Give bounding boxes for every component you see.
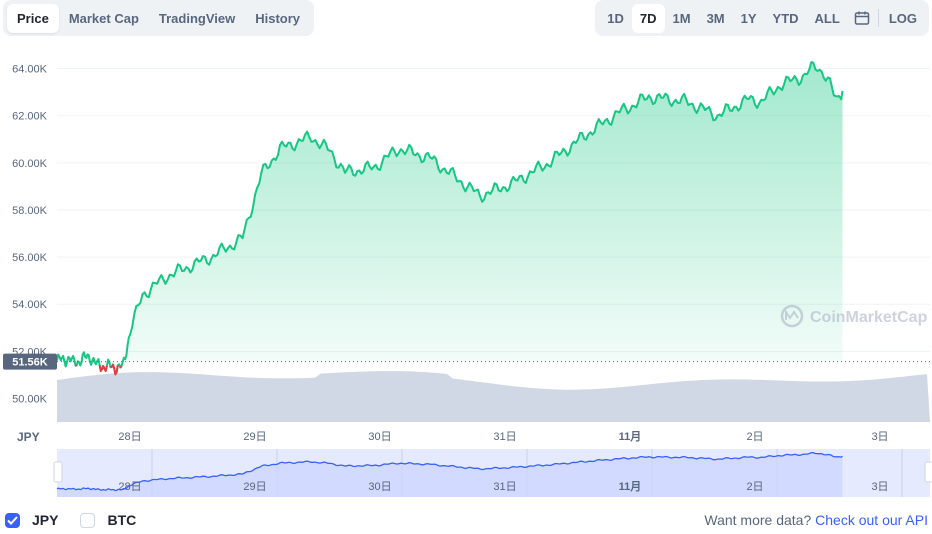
current-price-label: 51.56K xyxy=(12,357,48,369)
range-7d[interactable]: 7D xyxy=(631,3,665,33)
watermark: CoinMarketCap xyxy=(780,304,928,328)
price-chart[interactable]: 50.00K52.00K54.00K56.00K58.00K60.00K62.0… xyxy=(0,0,932,506)
range-1d[interactable]: 1D xyxy=(607,10,624,26)
navigator-tick-label: 29日 xyxy=(243,481,266,493)
x-tick-label: 30日 xyxy=(368,431,391,443)
jpy-checkbox[interactable] xyxy=(5,512,20,528)
x-tick-label: 3日 xyxy=(871,431,888,443)
navigator-tick-label: 2日 xyxy=(746,481,763,493)
y-tick-label: 60.00K xyxy=(12,158,48,170)
range-1m[interactable]: 1M xyxy=(672,10,691,26)
legend-item-btc: BTC xyxy=(107,512,137,528)
navigator-handle-left[interactable] xyxy=(53,461,63,483)
range-ytd[interactable]: YTD xyxy=(772,10,799,26)
x-tick-label: 2日 xyxy=(746,431,763,443)
calendar-icon[interactable] xyxy=(854,11,870,25)
legend: JPY BTC xyxy=(0,506,136,534)
navigator-tick-label: 11月 xyxy=(619,480,642,493)
tab-price[interactable]: Price xyxy=(7,3,59,33)
navigator-tick-label: 3日 xyxy=(871,481,888,493)
currency-label: JPY xyxy=(17,430,40,444)
range-1y[interactable]: 1Y xyxy=(740,10,757,26)
navigator-line xyxy=(56,451,843,492)
tab-tradingview[interactable]: TradingView xyxy=(158,10,236,26)
navigator-handle-right[interactable] xyxy=(924,461,932,483)
api-link[interactable]: Check out our API xyxy=(815,512,928,528)
navigator-tick-label: 28日 xyxy=(118,481,141,493)
volume-area xyxy=(57,371,930,422)
navigator-area xyxy=(57,452,843,497)
x-tick-label: 29日 xyxy=(243,431,266,443)
y-tick-label: 54.00K xyxy=(12,299,48,311)
chart-type-tabs: Price Market Cap TradingView History xyxy=(3,0,315,36)
x-tick-label: 31日 xyxy=(493,431,516,443)
btc-checkbox[interactable] xyxy=(80,512,96,528)
price-line-below-open[interactable] xyxy=(75,363,123,376)
y-tick-label: 58.00K xyxy=(12,205,48,217)
x-tick-label: 11月 xyxy=(619,430,642,443)
price-area-fill xyxy=(57,62,843,375)
range-3m[interactable]: 3M xyxy=(706,10,725,26)
time-range-selector: 1D 7D 1M 3M 1Y YTD ALL LOG xyxy=(595,0,929,36)
tab-history[interactable]: History xyxy=(255,10,301,26)
x-axis-labels: 28日 29日 30日 31日 11月 2日 3日 xyxy=(118,430,888,443)
y-tick-label: 64.00K xyxy=(12,64,48,76)
tab-market-cap[interactable]: Market Cap xyxy=(68,10,139,26)
divider xyxy=(877,9,879,27)
range-navigator[interactable]: 28日 29日 30日 31日 11月 2日 3日 xyxy=(53,449,932,497)
price-line[interactable] xyxy=(56,61,844,376)
legend-item-jpy: JPY xyxy=(32,512,59,528)
navigator-tick-label: 30日 xyxy=(368,481,391,493)
x-tick-label: 28日 xyxy=(118,431,141,443)
api-promo-text: Want more data? xyxy=(704,512,812,528)
y-tick-label: 50.00K xyxy=(12,393,48,405)
navigator-tick-label: 31日 xyxy=(493,481,516,493)
api-promo: Want more data? Check out our API xyxy=(704,512,928,528)
current-price-badge: 51.56K xyxy=(3,353,57,370)
log-scale-toggle[interactable]: LOG xyxy=(888,10,917,26)
y-tick-label: 62.00K xyxy=(12,111,48,123)
watermark-text: CoinMarketCap xyxy=(810,309,928,326)
range-all[interactable]: ALL xyxy=(814,10,840,26)
y-tick-label: 56.00K xyxy=(12,252,48,264)
